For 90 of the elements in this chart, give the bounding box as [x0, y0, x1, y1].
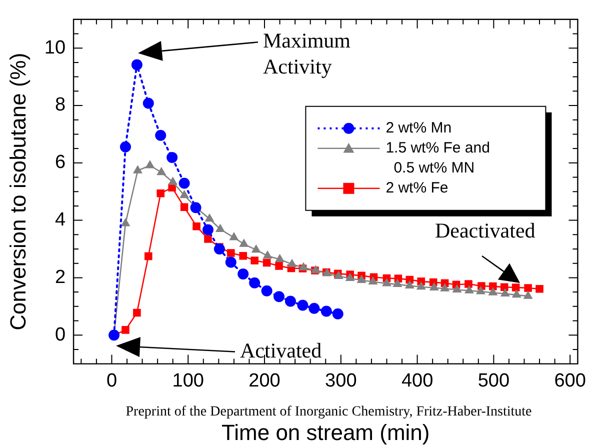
point	[133, 308, 141, 317]
y-tick-label: 4	[54, 210, 66, 231]
x-tick-label: 300	[325, 370, 357, 392]
y-tick-label: 2	[54, 266, 66, 288]
point	[298, 262, 308, 270]
point	[178, 178, 190, 189]
point	[368, 276, 378, 284]
annotation: Deactivated	[435, 218, 536, 243]
legend-label: 1.5 wt% Fe and 0.5 wt% MN	[386, 140, 490, 177]
point	[476, 286, 486, 294]
point	[155, 130, 166, 141]
point	[180, 190, 190, 198]
point	[225, 256, 236, 268]
point	[512, 289, 522, 298]
point	[382, 278, 392, 286]
text: Preprint of the Department of Inorganic Chemistry, Fritz-Haber-Institute	[126, 404, 532, 420]
point	[261, 285, 272, 296]
point	[251, 244, 261, 253]
point	[250, 256, 258, 264]
point	[204, 235, 212, 243]
y-axis-title: Conversion to isobutane (%)	[5, 52, 30, 330]
point	[332, 308, 344, 320]
point	[287, 258, 297, 267]
x-tick-label: 200	[248, 370, 280, 392]
x-tick-label: 0	[106, 370, 118, 392]
point	[356, 274, 366, 284]
legend-label: 2 wt% Mn	[386, 120, 452, 137]
point	[132, 165, 142, 174]
point	[452, 284, 462, 293]
point	[215, 224, 225, 232]
point	[275, 262, 283, 270]
point	[214, 244, 225, 254]
point	[131, 59, 142, 70]
x-tick-label: 100	[172, 370, 204, 392]
point	[489, 282, 497, 290]
point	[392, 278, 402, 288]
point	[227, 249, 235, 257]
point	[239, 252, 248, 260]
point	[202, 224, 214, 236]
point	[345, 272, 355, 282]
point	[416, 281, 426, 290]
point	[180, 203, 188, 211]
annotation: Maximum Activity	[263, 28, 350, 79]
point	[190, 202, 202, 214]
point	[488, 287, 498, 296]
point	[274, 291, 285, 302]
point	[238, 268, 249, 280]
point	[262, 258, 271, 267]
point	[404, 280, 414, 288]
point	[156, 166, 166, 176]
point	[297, 300, 308, 311]
point	[122, 326, 130, 334]
y-tick-label: 6	[54, 152, 66, 174]
point	[229, 232, 239, 240]
point	[262, 250, 272, 259]
y-tick-label: 0	[54, 324, 66, 346]
x-tick-label: 500	[478, 370, 510, 392]
point	[144, 252, 152, 260]
point	[464, 280, 472, 288]
point	[308, 302, 320, 314]
annotation: Activated	[240, 338, 322, 363]
point	[464, 285, 474, 294]
point	[512, 284, 520, 292]
point	[239, 238, 249, 247]
point	[168, 176, 178, 185]
point	[120, 218, 130, 226]
point	[166, 152, 178, 163]
point	[156, 189, 165, 198]
y-tick-label: 10	[44, 37, 66, 58]
point	[429, 282, 439, 290]
point	[440, 283, 450, 292]
point	[275, 254, 285, 262]
point	[500, 288, 510, 297]
point	[120, 141, 131, 152]
point	[204, 213, 214, 222]
legend-label: 2 wt% Fe	[386, 180, 448, 197]
point	[145, 160, 155, 168]
point	[249, 277, 260, 288]
point	[284, 296, 296, 307]
point	[536, 285, 544, 293]
x-tick-label: 400	[401, 370, 434, 392]
point	[523, 290, 533, 299]
x-axis-title: Time on stream (min)	[222, 420, 430, 445]
x-tick-label: 600	[554, 370, 586, 392]
point	[524, 284, 532, 292]
point	[320, 306, 332, 317]
point	[142, 98, 154, 109]
point	[500, 283, 508, 292]
point	[192, 222, 200, 230]
y-tick-label: 8	[54, 94, 66, 116]
